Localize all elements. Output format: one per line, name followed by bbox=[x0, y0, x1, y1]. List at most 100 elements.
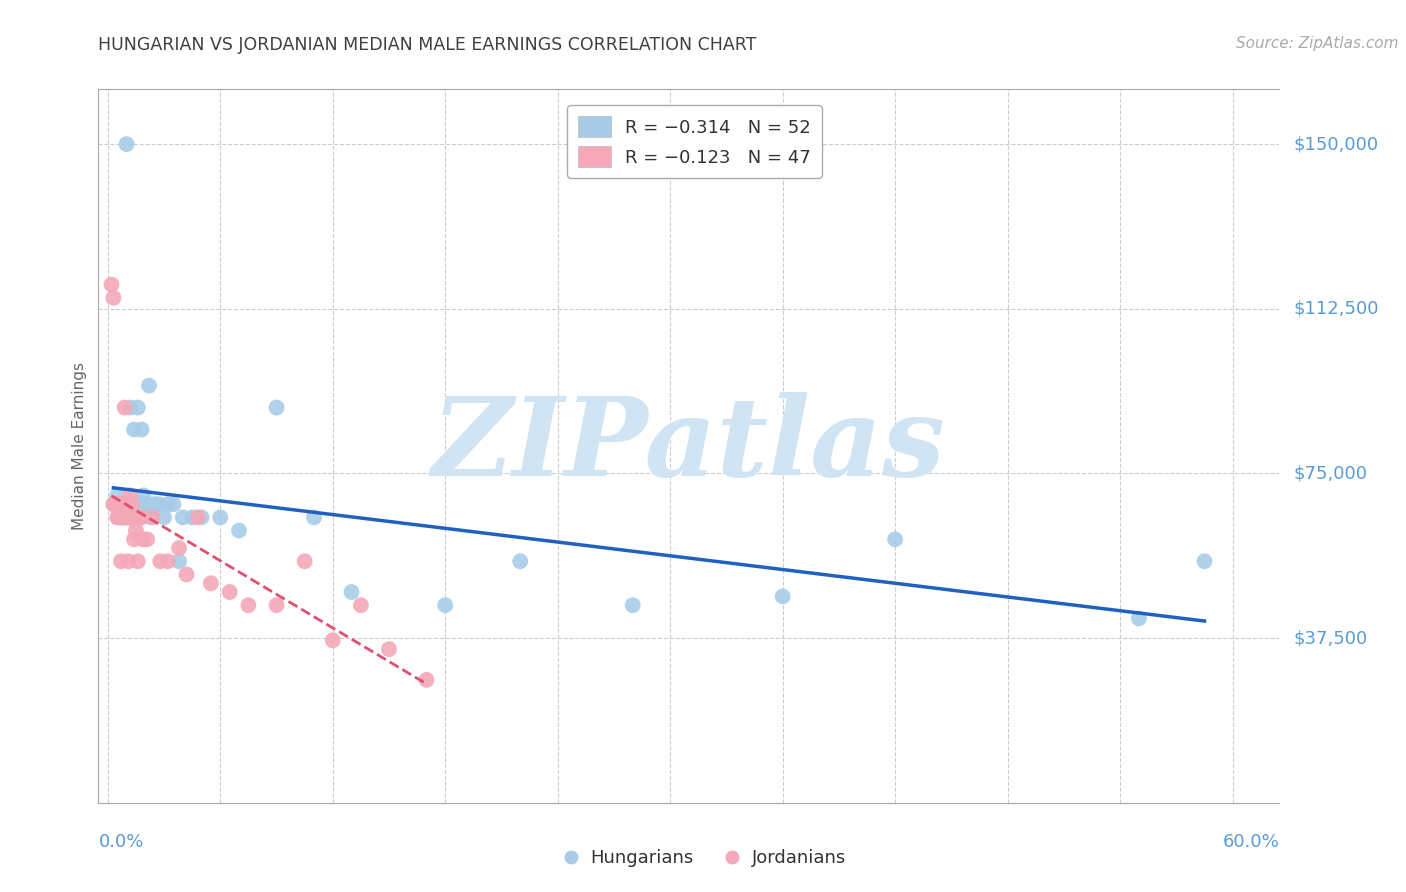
Point bbox=[378, 642, 401, 657]
Point bbox=[181, 510, 204, 524]
Point bbox=[115, 497, 138, 511]
Point bbox=[125, 510, 148, 524]
Text: ZIPatlas: ZIPatlas bbox=[432, 392, 946, 500]
Point bbox=[115, 137, 138, 152]
Point bbox=[110, 497, 132, 511]
Point bbox=[322, 633, 344, 648]
Point bbox=[134, 497, 156, 511]
Point bbox=[105, 488, 128, 502]
Point bbox=[149, 554, 172, 568]
Point bbox=[187, 510, 209, 524]
Legend: R = −0.314   N = 52, R = −0.123   N = 47: R = −0.314 N = 52, R = −0.123 N = 47 bbox=[567, 105, 821, 178]
Point bbox=[434, 598, 457, 612]
Point bbox=[136, 533, 159, 547]
Point bbox=[120, 401, 142, 415]
Point bbox=[228, 524, 250, 538]
Point bbox=[156, 497, 179, 511]
Point bbox=[114, 401, 136, 415]
Point bbox=[266, 598, 288, 612]
Y-axis label: Median Male Earnings: Median Male Earnings bbox=[72, 362, 87, 530]
Point bbox=[127, 401, 149, 415]
Point bbox=[148, 497, 170, 511]
Point bbox=[108, 510, 131, 524]
Point bbox=[120, 488, 142, 502]
Point bbox=[122, 497, 145, 511]
Point bbox=[108, 510, 131, 524]
Point bbox=[103, 291, 125, 305]
Point bbox=[111, 510, 134, 524]
Text: $75,000: $75,000 bbox=[1294, 465, 1368, 483]
Point bbox=[1128, 611, 1150, 625]
Point bbox=[350, 598, 373, 612]
Point bbox=[128, 510, 150, 524]
Point bbox=[104, 497, 127, 511]
Point bbox=[117, 554, 139, 568]
Text: 60.0%: 60.0% bbox=[1223, 833, 1279, 851]
Point bbox=[117, 497, 139, 511]
Text: HUNGARIAN VS JORDANIAN MEDIAN MALE EARNINGS CORRELATION CHART: HUNGARIAN VS JORDANIAN MEDIAN MALE EARNI… bbox=[98, 36, 756, 54]
Point bbox=[138, 378, 160, 392]
Text: 0.0%: 0.0% bbox=[98, 833, 143, 851]
Point bbox=[111, 510, 134, 524]
Point bbox=[143, 497, 166, 511]
Point bbox=[132, 488, 155, 502]
Text: $37,500: $37,500 bbox=[1294, 629, 1368, 647]
Point bbox=[114, 510, 136, 524]
Point bbox=[156, 554, 179, 568]
Point bbox=[340, 585, 363, 599]
Point bbox=[621, 598, 644, 612]
Point bbox=[105, 510, 128, 524]
Point bbox=[136, 497, 159, 511]
Point bbox=[142, 510, 165, 524]
Point bbox=[103, 497, 125, 511]
Point bbox=[110, 554, 132, 568]
Point bbox=[294, 554, 316, 568]
Point bbox=[167, 541, 190, 555]
Point bbox=[121, 497, 143, 511]
Point bbox=[125, 510, 148, 524]
Point bbox=[128, 497, 150, 511]
Point bbox=[110, 497, 132, 511]
Point bbox=[120, 497, 142, 511]
Point bbox=[121, 497, 143, 511]
Point bbox=[111, 510, 134, 524]
Point bbox=[121, 510, 143, 524]
Point bbox=[114, 510, 136, 524]
Point bbox=[302, 510, 325, 524]
Text: $150,000: $150,000 bbox=[1294, 135, 1378, 153]
Text: Source: ZipAtlas.com: Source: ZipAtlas.com bbox=[1236, 36, 1399, 51]
Point bbox=[117, 510, 139, 524]
Point bbox=[131, 510, 153, 524]
Point bbox=[127, 497, 149, 511]
Point bbox=[121, 510, 143, 524]
Point bbox=[110, 510, 132, 524]
Text: $112,500: $112,500 bbox=[1294, 300, 1379, 318]
Point bbox=[114, 497, 136, 511]
Point bbox=[238, 598, 260, 612]
Point bbox=[509, 554, 531, 568]
Point bbox=[125, 524, 148, 538]
Point bbox=[176, 567, 198, 582]
Point bbox=[132, 533, 155, 547]
Point bbox=[200, 576, 222, 591]
Point bbox=[115, 497, 138, 511]
Point bbox=[167, 554, 190, 568]
Point bbox=[122, 533, 145, 547]
Point bbox=[884, 533, 907, 547]
Point bbox=[172, 510, 194, 524]
Point bbox=[266, 401, 288, 415]
Point bbox=[108, 497, 131, 511]
Point bbox=[121, 497, 143, 511]
Point bbox=[1194, 554, 1216, 568]
Point bbox=[122, 423, 145, 437]
Point bbox=[117, 510, 139, 524]
Point bbox=[103, 497, 125, 511]
Point bbox=[162, 497, 184, 511]
Point bbox=[128, 510, 150, 524]
Point bbox=[127, 554, 149, 568]
Point bbox=[105, 497, 128, 511]
Point bbox=[153, 510, 176, 524]
Point bbox=[125, 497, 148, 511]
Point bbox=[209, 510, 232, 524]
Point bbox=[131, 423, 153, 437]
